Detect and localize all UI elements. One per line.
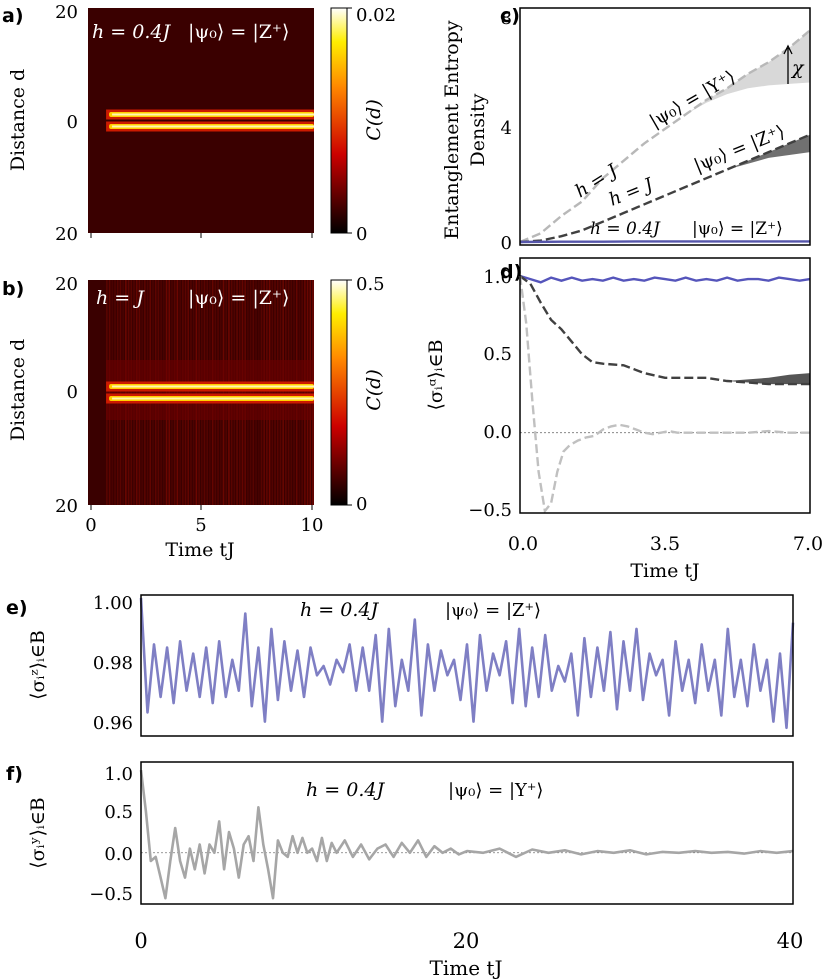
- plot-c-frame: [519, 7, 811, 246]
- plot-d-ytick-m05: −0.5: [468, 500, 512, 521]
- plot-c-ann-z04: |ψ₀⟩ = |Z⁺⟩: [692, 219, 783, 239]
- panel-c-letter: c): [500, 5, 520, 27]
- plot-d-series-2: [518, 275, 810, 514]
- plot-f-ylabel: ⟨σᵢʸ⟩ᵢ∈B: [27, 797, 49, 869]
- plot-c-ytick-4: 4: [501, 118, 512, 139]
- plot-d-series-0: [519, 274, 811, 284]
- plot-d-frame: [519, 257, 811, 514]
- colorbar-a: [330, 7, 348, 234]
- plot-f-series-0: [139, 769, 794, 900]
- plot-e: [139, 597, 795, 730]
- plot-e-frame: [140, 594, 794, 737]
- plot-d-ytick-1: 1.0: [483, 267, 512, 288]
- heatmap-b-xlabel: Time tJ: [165, 539, 234, 561]
- panel-a-letter: a): [2, 5, 24, 27]
- heatmap-a-ytick-top: 20: [55, 2, 78, 23]
- heatmap-b-ytick-bot: 20: [55, 496, 78, 517]
- heatmap-a-psi-label: |ψ₀⟩ = |Z⁺⟩: [188, 21, 289, 43]
- plot-f-xlabel: Time tJ: [430, 956, 503, 980]
- colorbar-b-bot-label: 0: [356, 494, 367, 515]
- heatmap-a-ytick-mid: 0: [67, 112, 78, 133]
- plot-d-ytick-0: 0.0: [483, 422, 512, 443]
- plot-e-ytick-098: 0.98: [93, 653, 133, 674]
- plot-e-ylabel: ⟨σᵢᶻ⟩ᵢ∈B: [27, 630, 49, 700]
- heatmap-b-xtick-0: 0: [85, 515, 96, 536]
- colorbar-a-title: C(d): [363, 99, 385, 141]
- plot-e-psi-label: |ψ₀⟩ = |Z⁺⟩: [445, 600, 541, 621]
- plot-e-ytick-096: 0.96: [93, 713, 133, 734]
- heatmap-band-highlight: [112, 385, 314, 388]
- plot-d-series-1: [519, 275, 810, 386]
- plot-c-series-2: [519, 240, 810, 244]
- plot-f-ytick-1: 1.0: [104, 764, 133, 785]
- heatmap-b-xtick-5: 5: [195, 515, 206, 536]
- colorbar-b-top-label: 0.5: [356, 274, 385, 295]
- heatmap-b-xtick-10: 10: [301, 515, 324, 536]
- plot-c-ann-h04: h = 0.4J: [590, 219, 661, 239]
- plot-d-xtick-35: 3.5: [650, 533, 680, 555]
- plot-c: [519, 29, 811, 244]
- plot-f-ytick-m05: −0.5: [89, 884, 133, 905]
- heatmap-a-ylabel: Distance d: [7, 69, 29, 171]
- heatmap-b-stripes: [106, 280, 314, 505]
- heatmap-b-bands: [106, 381, 314, 404]
- plot-c-ann-y: |ψ₀⟩ = |Y⁺⟩: [646, 66, 739, 132]
- plot-c-ylabel-line1: Entanglement Entropy: [441, 20, 463, 239]
- plot-d-xlabel: Time tJ: [630, 560, 699, 582]
- plot-f-h-label: h = 0.4J: [306, 779, 385, 801]
- colorbar-b-title: C(d): [363, 369, 385, 411]
- heatmap-a-ytick-bot: 20: [55, 224, 78, 245]
- plot-c-band-0: [520, 30, 810, 242]
- heatmap-b-ylabel: Distance d: [7, 339, 29, 441]
- heatmap-band-highlight: [112, 113, 314, 116]
- plot-c-ytick-8: 8: [501, 8, 512, 29]
- panel-e-letter: e): [6, 597, 28, 619]
- plot-f-xtick-0: 0: [134, 929, 147, 953]
- plot-c-ytick-0: 0: [501, 233, 512, 254]
- heatmap-band-highlight: [112, 397, 314, 400]
- panel-f-letter: f): [6, 763, 23, 785]
- plot-d: [518, 274, 811, 514]
- plot-f-xtick-20: 20: [453, 929, 480, 953]
- plot-c-series-0: [519, 29, 811, 244]
- panel-b-letter: b): [2, 278, 24, 300]
- plot-f-psi-label: |ψ₀⟩ = |Y⁺⟩: [448, 780, 543, 801]
- plot-e-series-0: [139, 597, 795, 730]
- plot-d-xtick-7: 7.0: [793, 533, 823, 555]
- heatmap-band-highlight: [112, 125, 314, 128]
- heatmap-b-psi-label: |ψ₀⟩ = |Z⁺⟩: [188, 287, 289, 309]
- plot-f-ytick-05: 0.5: [104, 802, 133, 823]
- plot-d-ylabel: ⟨σᵢᵅ⟩ᵢ∈B: [425, 339, 447, 410]
- colorbar-b: [330, 279, 348, 506]
- plot-e-ytick-100: 1.00: [93, 593, 133, 614]
- heatmap-b-ytick-mid: 0: [67, 382, 78, 403]
- colorbar-a-top-label: 0.02: [356, 5, 396, 26]
- plot-d-xtick-0: 0.0: [508, 533, 538, 555]
- plot-f-frame: [140, 761, 794, 905]
- plot-c-ylabel-line2: Density: [467, 93, 489, 166]
- heatmap-a-h-label: h = 0.4J: [92, 21, 171, 43]
- colorbar-a-bot-label: 0: [356, 224, 367, 245]
- plot-f: [139, 769, 794, 900]
- plot-f-xtick-40: 40: [777, 929, 804, 953]
- plot-c-chi-arrowhead: [783, 44, 793, 55]
- heatmap-b-h-label: h = J: [96, 287, 145, 309]
- heatmap-a: [88, 8, 314, 233]
- plot-f-ytick-0: 0.0: [104, 844, 133, 865]
- panel-d-letter: d): [500, 261, 522, 283]
- plot-e-h-label: h = 0.4J: [300, 599, 379, 621]
- heatmap-a-bands: [106, 109, 314, 132]
- plot-d-ytick-05: 0.5: [483, 344, 512, 365]
- plot-c-chi-label: χ: [790, 57, 805, 79]
- plot-c-ann-z: |ψ₀⟩ = |Z⁺⟩: [691, 121, 788, 176]
- heatmap-b-ytick-top: 20: [55, 274, 78, 295]
